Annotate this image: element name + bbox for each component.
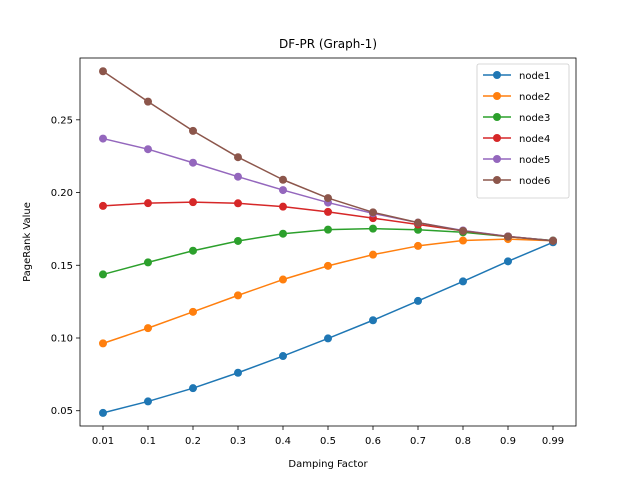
data-point-node6 [504, 232, 512, 241]
y-tick-label: 0.20 [51, 188, 73, 199]
data-point-node6 [414, 218, 422, 227]
plot-area [99, 67, 557, 417]
data-point-node3 [369, 224, 377, 233]
data-point-node3 [144, 258, 152, 267]
legend-label: node6 [519, 176, 550, 187]
data-point-node1 [189, 384, 197, 393]
data-point-node4 [144, 199, 152, 208]
data-point-node4 [234, 199, 242, 208]
data-point-node1 [234, 368, 242, 377]
y-tick-label: 0.25 [51, 115, 73, 126]
x-tick-label: 0.7 [410, 436, 426, 447]
legend-item-node5: node5 [483, 155, 550, 166]
legend-marker [493, 113, 501, 121]
data-point-node5 [189, 158, 197, 167]
data-point-node1 [414, 296, 422, 305]
data-point-node6 [279, 175, 287, 184]
data-point-node2 [99, 339, 107, 348]
y-tick-label: 0.10 [51, 334, 73, 345]
data-point-node4 [99, 201, 107, 210]
data-point-node3 [279, 229, 287, 238]
data-point-node2 [324, 261, 332, 270]
data-point-node2 [144, 324, 152, 333]
series-node2 [99, 235, 557, 348]
series-node1 [99, 238, 557, 417]
legend-item-node2: node2 [483, 92, 550, 103]
data-point-node1 [144, 397, 152, 406]
data-point-node2 [459, 236, 467, 245]
legend-item-node1: node1 [483, 71, 550, 82]
data-point-node6 [459, 226, 467, 235]
x-tick-label: 0.3 [230, 436, 246, 447]
data-point-node6 [189, 126, 197, 135]
x-axis: 0.01 0.1 0.2 0.3 0.4 0.5 0.6 0.7 0.8 0.9 0.99 [92, 426, 564, 447]
legend-label: node2 [519, 92, 550, 103]
data-point-node4 [324, 207, 332, 216]
x-tick-label: 0.99 [542, 436, 564, 447]
legend-marker [493, 92, 501, 100]
data-point-node6 [144, 97, 152, 106]
data-point-node6 [234, 153, 242, 162]
data-point-node1 [99, 408, 107, 417]
data-point-node6 [549, 236, 557, 245]
x-tick-label: 0.9 [500, 436, 516, 447]
y-tick-label: 0.15 [51, 261, 73, 272]
x-tick-label: 0.5 [320, 436, 336, 447]
data-point-node3 [234, 236, 242, 245]
series-node6 [99, 67, 557, 245]
data-point-node5 [144, 145, 152, 154]
legend-label: node1 [519, 71, 550, 82]
x-tick-label: 0.2 [185, 436, 201, 447]
data-point-node4 [189, 198, 197, 207]
chart-title: DF-PR (Graph-1) [279, 37, 377, 51]
data-point-node2 [189, 307, 197, 316]
y-tick-label: 0.05 [51, 406, 73, 417]
legend-item-node3: node3 [483, 113, 550, 124]
legend-label: node5 [519, 155, 550, 166]
data-point-node1 [279, 352, 287, 361]
data-point-node5 [99, 134, 107, 143]
data-point-node1 [324, 334, 332, 343]
x-axis-label: Damping Factor [288, 459, 368, 470]
x-tick-label: 0.8 [455, 436, 471, 447]
series-line-node2 [102, 238, 554, 345]
data-point-node2 [369, 250, 377, 259]
x-tick-label: 0.1 [140, 436, 156, 447]
legend-label: node4 [519, 134, 550, 145]
legend-marker [493, 134, 501, 142]
legend-item-node4: node4 [483, 134, 550, 145]
x-tick-label: 0.6 [365, 436, 381, 447]
data-point-node3 [99, 270, 107, 279]
legend-label: node3 [519, 113, 550, 124]
data-point-node6 [369, 208, 377, 217]
data-point-node6 [324, 194, 332, 203]
legend-marker [493, 155, 501, 163]
data-point-node6 [99, 67, 107, 76]
y-axis: 0.05 0.10 0.15 0.20 0.25 [51, 115, 80, 417]
data-point-node5 [234, 172, 242, 181]
data-point-node4 [279, 202, 287, 211]
data-point-node3 [189, 246, 197, 255]
legend-item-node6: node6 [483, 176, 550, 187]
data-point-node2 [414, 241, 422, 250]
legend: node1 node2 node3 node4 node5 node6 [476, 63, 570, 199]
x-tick-label: 0.01 [92, 436, 114, 447]
data-point-node1 [369, 316, 377, 325]
data-point-node1 [504, 257, 512, 266]
legend-marker [493, 71, 501, 79]
y-axis-label: PageRank Value [22, 202, 33, 282]
x-tick-label: 0.4 [275, 436, 291, 447]
data-point-node2 [279, 275, 287, 284]
data-point-node1 [459, 277, 467, 286]
data-point-node2 [234, 291, 242, 300]
legend-marker [493, 176, 501, 184]
data-point-node3 [324, 225, 332, 234]
data-point-node5 [279, 186, 287, 195]
